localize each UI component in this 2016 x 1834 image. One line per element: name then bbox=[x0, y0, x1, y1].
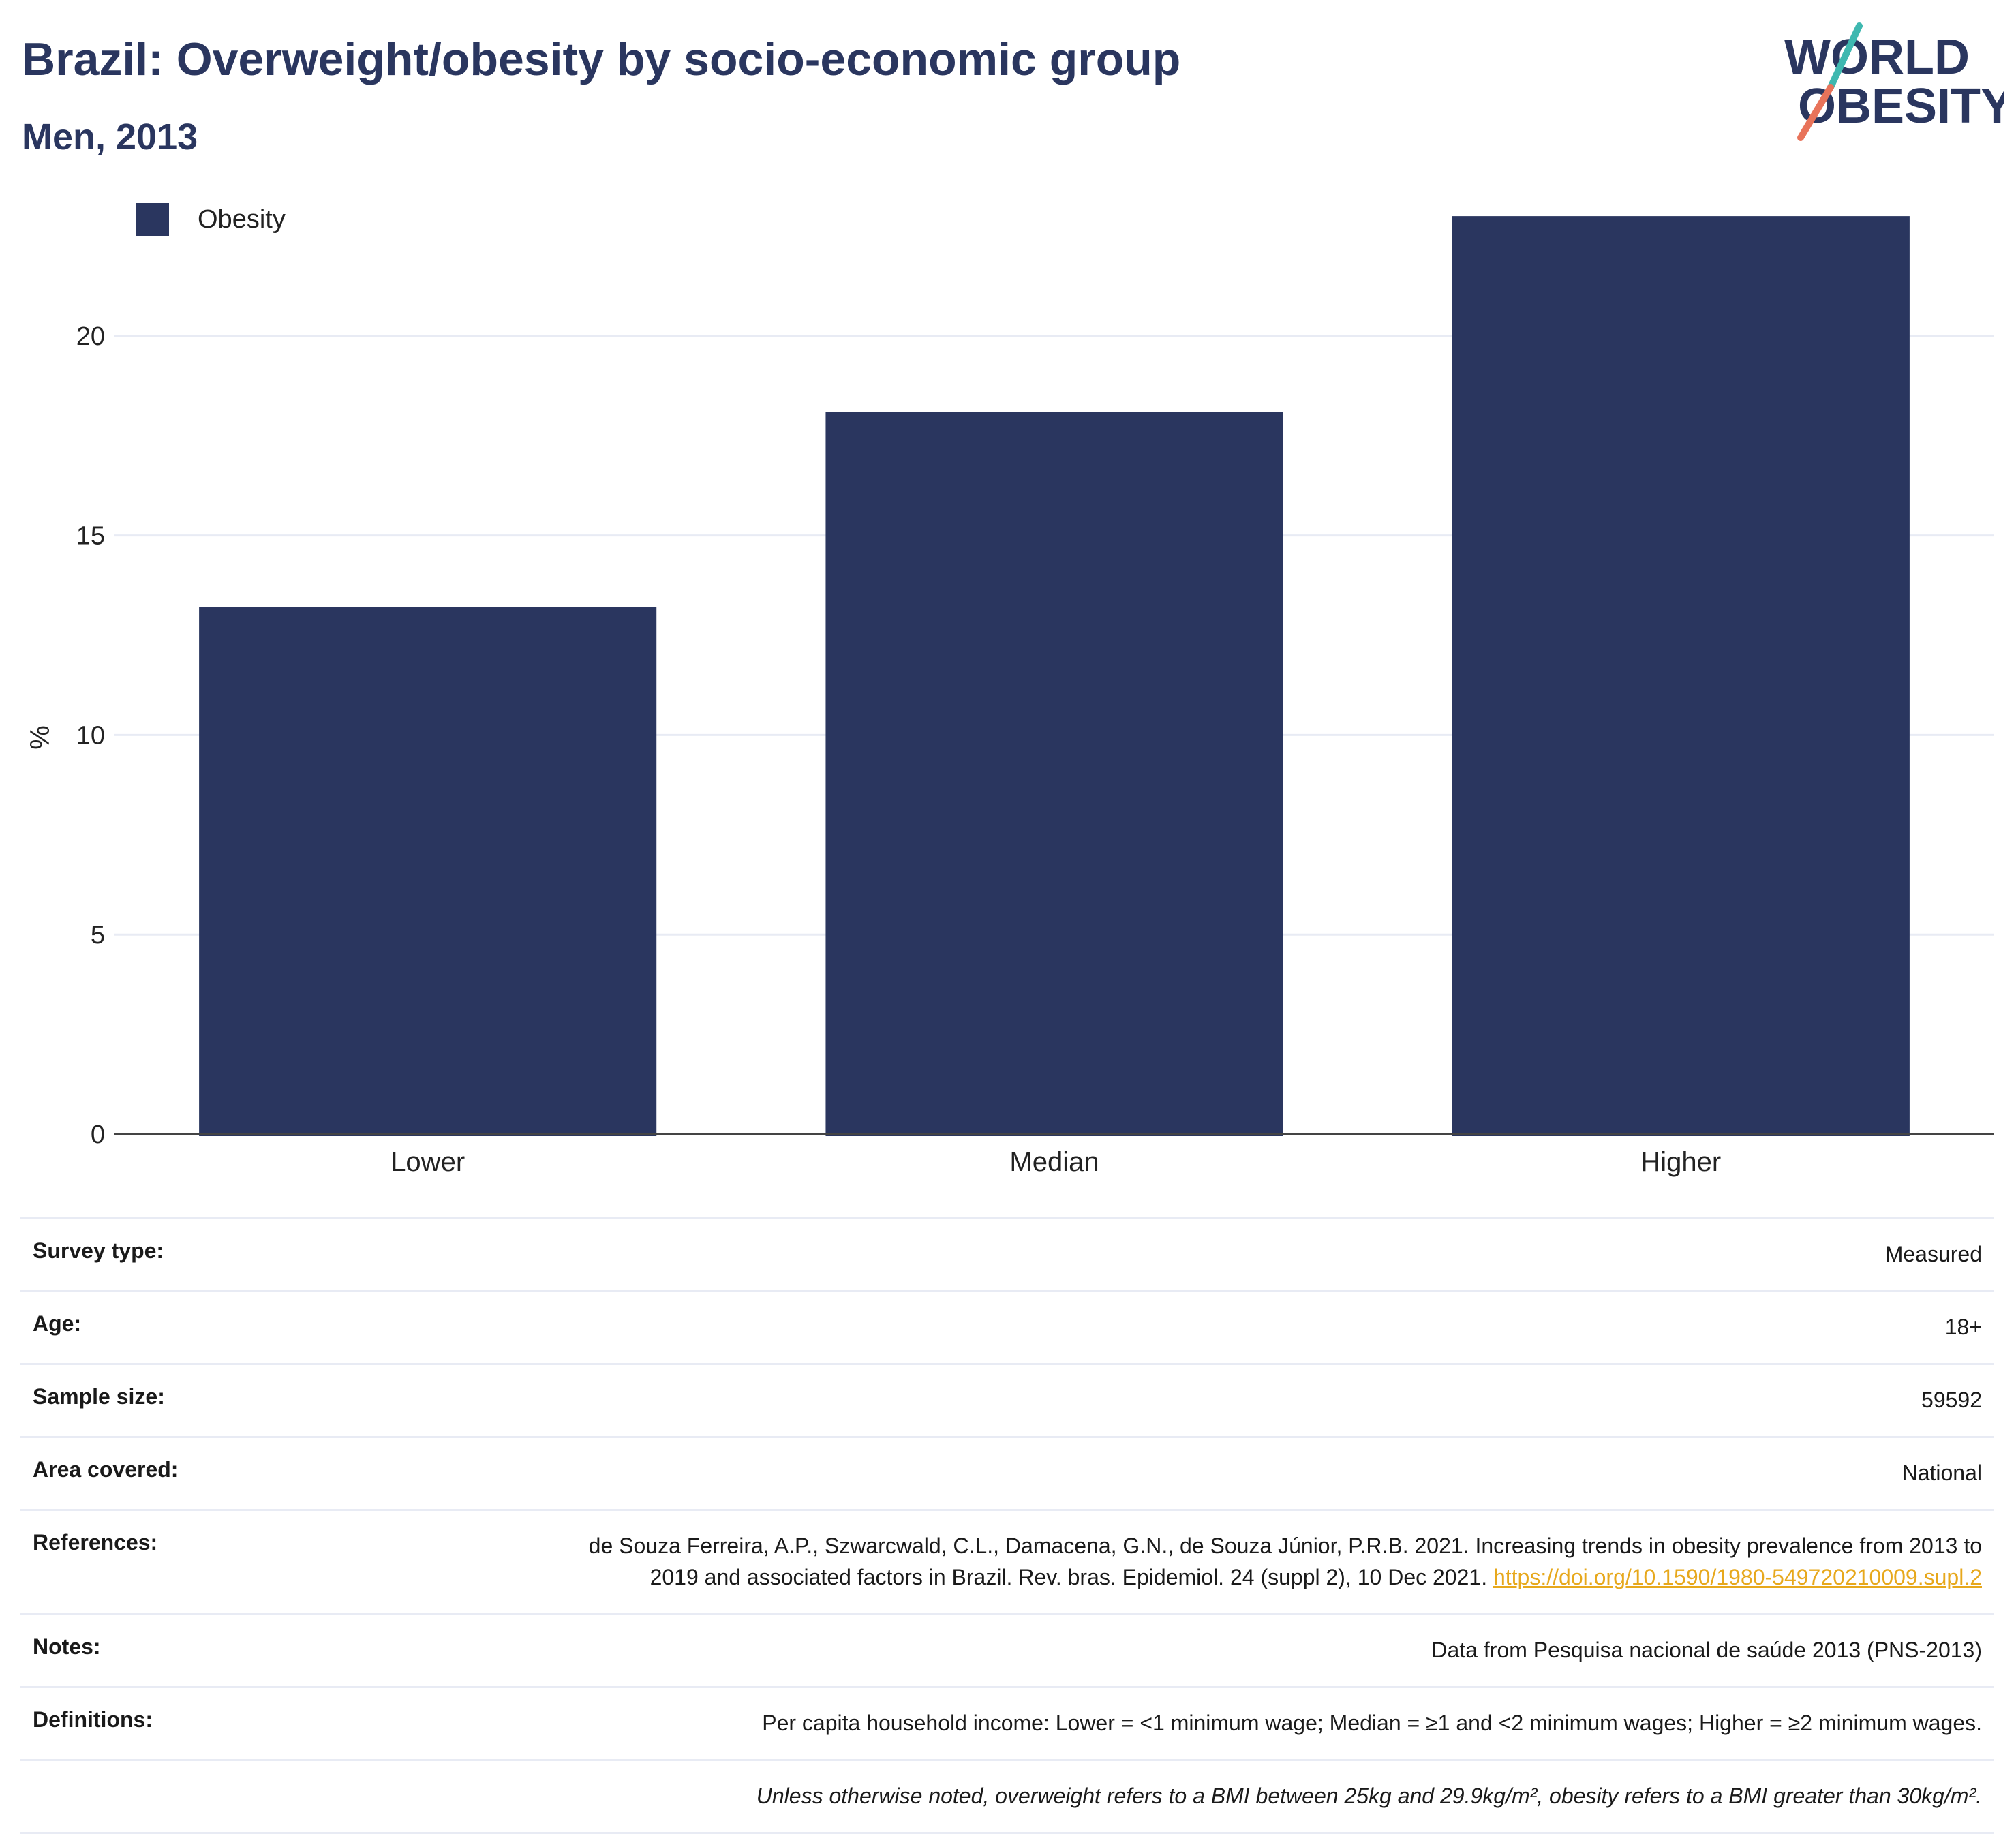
legend-swatch-obesity bbox=[136, 203, 169, 236]
info-value-references: de Souza Ferreira, A.P., Szwarcwald, C.L… bbox=[564, 1530, 1982, 1593]
y-tick-label: 15 bbox=[76, 522, 105, 551]
info-value: 18+ bbox=[1944, 1315, 1982, 1339]
logo-slash-coral bbox=[1797, 84, 1834, 141]
y-axis-title: % bbox=[25, 725, 55, 750]
info-label: Sample size: bbox=[33, 1384, 165, 1409]
info-label: Area covered: bbox=[33, 1457, 179, 1482]
y-tick-labels: 0 5 10 15 20 bbox=[76, 322, 105, 1149]
logo-word-1: WORLD bbox=[1784, 30, 1970, 85]
bar-median[interactable] bbox=[825, 412, 1283, 1137]
info-row-footnote: Unless otherwise noted, overweight refer… bbox=[20, 1759, 1994, 1834]
bar-higher[interactable] bbox=[1452, 216, 1910, 1136]
info-row-sample-size: Sample size: 59592 bbox=[20, 1363, 1994, 1436]
y-tick-label: 0 bbox=[91, 1120, 105, 1149]
info-value: Per capita household income: Lower = <1 … bbox=[762, 1711, 1982, 1735]
y-tick-label: 20 bbox=[76, 322, 105, 351]
info-label: Notes: bbox=[33, 1634, 101, 1659]
bar-lower[interactable] bbox=[199, 607, 657, 1136]
info-row-survey-type: Survey type: Measured bbox=[20, 1217, 1994, 1290]
info-value: Data from Pesquisa nacional de saúde 201… bbox=[1431, 1638, 1982, 1662]
info-value: National bbox=[1902, 1461, 1982, 1485]
chart-subtitle: Men, 2013 bbox=[22, 117, 198, 157]
chart-title: Brazil: Overweight/obesity by socio-econ… bbox=[22, 33, 1181, 85]
info-label: Definitions: bbox=[33, 1707, 153, 1732]
info-row-definitions: Definitions: Per capita household income… bbox=[20, 1686, 1994, 1759]
info-label: Survey type: bbox=[33, 1238, 164, 1263]
reference-text: de Souza Ferreira, A.P., Szwarcwald, C.L… bbox=[588, 1533, 1982, 1589]
y-tick-label: 10 bbox=[76, 721, 105, 750]
legend-label-obesity: Obesity bbox=[198, 204, 286, 234]
info-value: 59592 bbox=[1921, 1388, 1982, 1412]
info-table: Survey type: Measured Age: 18+ Sample si… bbox=[20, 1217, 1994, 1834]
info-row-area-covered: Area covered: National bbox=[20, 1436, 1994, 1509]
reference-doi-link[interactable]: https://doi.org/10.1590/1980-54972021000… bbox=[1493, 1565, 1982, 1589]
chart-legend: Obesity bbox=[136, 203, 286, 236]
info-row-references: References: de Souza Ferreira, A.P., Szw… bbox=[20, 1509, 1994, 1613]
footnote-text: Unless otherwise noted, overweight refer… bbox=[756, 1784, 1982, 1808]
info-row-notes: Notes: Data from Pesquisa nacional de sa… bbox=[20, 1613, 1994, 1686]
bar-chart: 0 5 10 15 20 Lower Median Higher % bbox=[25, 216, 1994, 1177]
x-tick-label: Lower bbox=[391, 1147, 465, 1177]
info-row-age: Age: 18+ bbox=[20, 1290, 1994, 1363]
x-tick-label: Median bbox=[1009, 1147, 1099, 1177]
x-tick-labels: Lower Median Higher bbox=[391, 1147, 1721, 1177]
info-label: Age: bbox=[33, 1311, 82, 1336]
world-obesity-logo[interactable]: WORLD OBESITY bbox=[1779, 20, 2013, 143]
x-tick-label: Higher bbox=[1640, 1147, 1721, 1177]
y-tick-label: 5 bbox=[91, 921, 105, 949]
bars bbox=[199, 216, 1910, 1137]
info-value: Measured bbox=[1884, 1242, 1982, 1266]
world-obesity-logo-graphic: WORLD OBESITY bbox=[1784, 22, 2013, 141]
info-label: References: bbox=[33, 1530, 158, 1555]
logo-slash-teal bbox=[1827, 22, 1863, 91]
